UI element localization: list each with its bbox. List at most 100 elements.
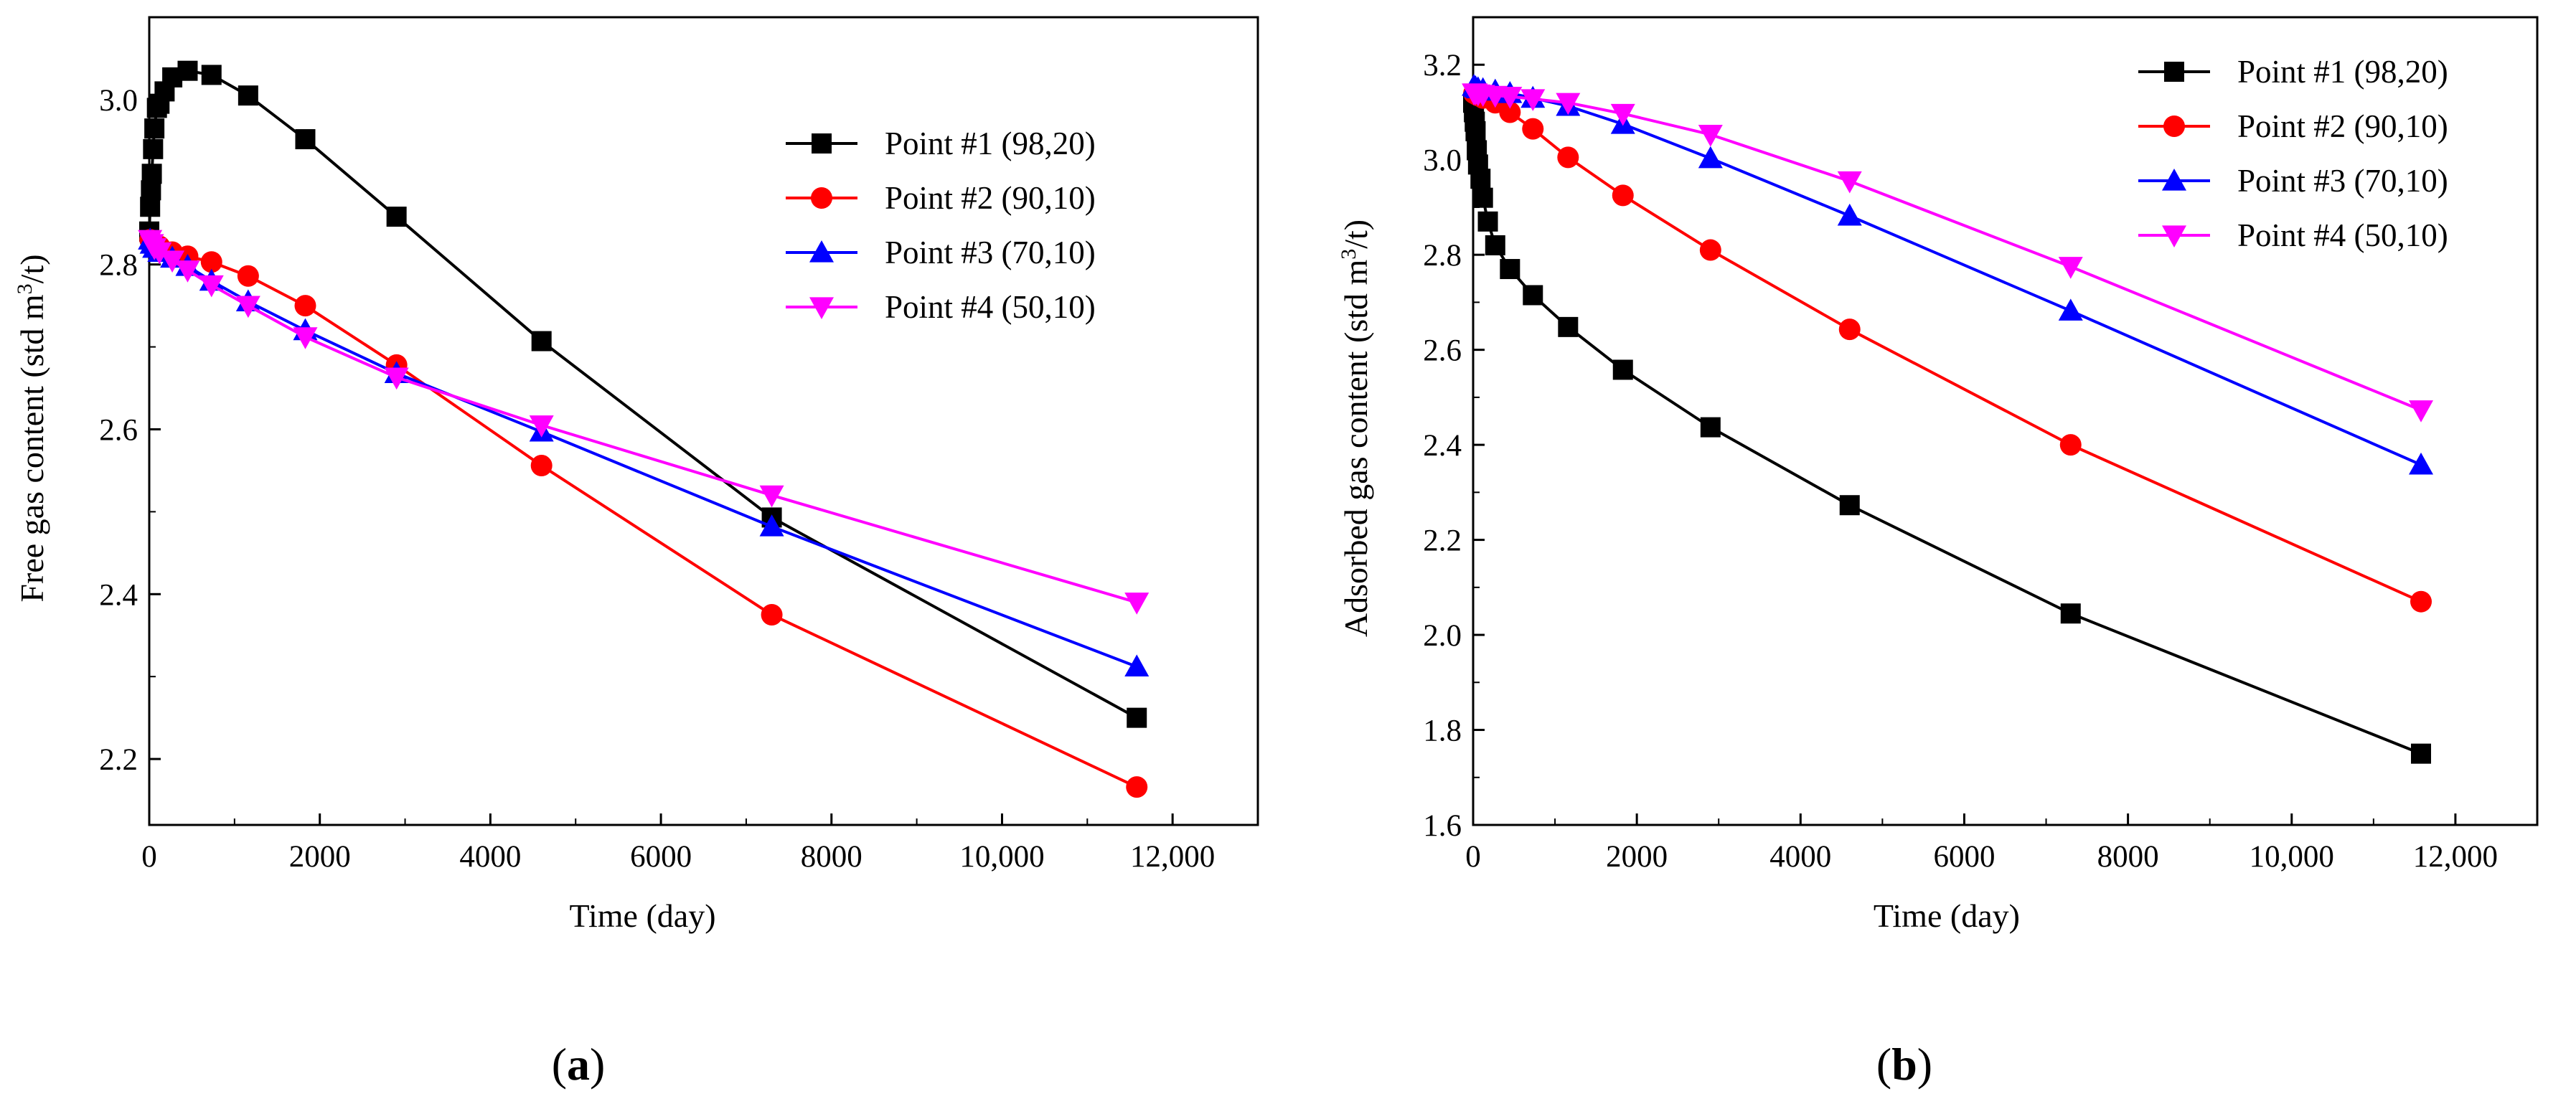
data-point-triangle-down-marker bbox=[1498, 87, 1523, 109]
data-point-triangle-down-marker bbox=[1556, 93, 1581, 115]
legend-label: Point #4 (50,10) bbox=[885, 289, 1096, 325]
data-point-circle-marker bbox=[530, 455, 553, 477]
data-point-triangle-up-marker bbox=[809, 240, 834, 263]
data-point-circle-marker bbox=[1838, 318, 1861, 341]
data-point-circle-marker bbox=[1612, 184, 1634, 207]
panel-label-open-paren: ( bbox=[552, 1039, 567, 1090]
y-axis-title-main: Adsorbed gas content (std m bbox=[1338, 260, 1374, 638]
data-point-circle-marker bbox=[237, 265, 259, 287]
plot-frame bbox=[1472, 16, 2539, 826]
data-point-circle-marker bbox=[761, 604, 783, 626]
data-point-triangle-down-marker bbox=[759, 485, 784, 508]
legend-label: Point #2 (90,10) bbox=[2237, 108, 2448, 144]
data-point-circle-marker bbox=[2059, 434, 2082, 456]
x-axis-title: Time (day) bbox=[1874, 897, 2020, 934]
x-tick-label: 6000 bbox=[630, 840, 692, 874]
data-point-triangle-up-marker bbox=[2162, 169, 2186, 191]
data-point-square-marker bbox=[812, 133, 832, 154]
data-point-triangle-down-marker bbox=[809, 297, 834, 319]
data-point-triangle-down-marker bbox=[1610, 103, 1635, 126]
data-point-square-marker bbox=[531, 331, 552, 351]
data-point-triangle-down-marker bbox=[529, 415, 554, 438]
series-1 bbox=[1463, 93, 2432, 764]
y-tick-label: 3.2 bbox=[1423, 49, 1462, 82]
data-point-triangle-up-marker bbox=[2409, 452, 2434, 475]
data-point-circle-marker bbox=[2410, 590, 2432, 613]
legend-label: Point #2 (90,10) bbox=[885, 180, 1096, 216]
data-point-square-marker bbox=[141, 164, 162, 184]
data-point-triangle-down-marker bbox=[160, 250, 185, 273]
x-tick-label: 12,000 bbox=[2413, 840, 2498, 874]
panel-label-letter: b bbox=[1891, 1039, 1917, 1090]
y-axis-title-suffix: /t) bbox=[14, 254, 50, 283]
panel-label-a: (a) bbox=[552, 1039, 606, 1090]
data-point-triangle-up-marker bbox=[1124, 654, 1150, 676]
data-point-triangle-up-marker bbox=[2058, 298, 2083, 321]
panel-label-letter: a bbox=[567, 1039, 590, 1090]
data-point-circle-marker bbox=[200, 251, 222, 273]
data-point-triangle-down-marker bbox=[199, 275, 224, 298]
panel-label-b: (b) bbox=[1876, 1039, 1932, 1090]
data-point-triangle-down-marker bbox=[293, 327, 318, 349]
plot-area bbox=[138, 60, 1150, 798]
legend-label: Point #3 (70,10) bbox=[885, 235, 1096, 270]
y-tick-label: 1.8 bbox=[1423, 714, 1462, 748]
y-axis-title: Free gas content (std m3/t) bbox=[13, 254, 51, 602]
legend-label: Point #1 (98,20) bbox=[885, 126, 1096, 161]
data-point-triangle-down-marker bbox=[2162, 225, 2186, 247]
data-point-square-marker bbox=[386, 207, 407, 227]
data-point-triangle-down-marker bbox=[175, 260, 200, 283]
data-point-circle-marker bbox=[1699, 239, 1721, 261]
data-point-square-marker bbox=[1700, 417, 1721, 438]
data-point-square-marker bbox=[143, 138, 164, 159]
x-tick-label: 12,000 bbox=[1130, 840, 1215, 874]
legend-label: Point #3 (70,10) bbox=[2237, 163, 2448, 199]
chart-panel-b: 0 2000 4000 6000 8000 10,000 12,000 1.6 1.8 2.0 2.… bbox=[1337, 16, 2539, 934]
x-tick-label: 0 bbox=[1465, 840, 1481, 874]
x-tick-label: 8000 bbox=[2097, 840, 2159, 874]
series-4 bbox=[1462, 83, 2434, 423]
series-1 bbox=[139, 60, 1147, 728]
data-point-circle-marker bbox=[1522, 118, 1544, 140]
data-point-triangle-down-marker bbox=[1124, 593, 1150, 615]
data-point-square-marker bbox=[177, 60, 198, 81]
data-point-triangle-down-marker bbox=[1837, 171, 1862, 194]
data-point-square-marker bbox=[1612, 359, 1633, 380]
data-point-square-marker bbox=[295, 129, 316, 150]
x-tick-label: 2000 bbox=[289, 840, 351, 874]
data-point-triangle-down-marker bbox=[2409, 400, 2434, 423]
x-tick-label: 2000 bbox=[1606, 840, 1668, 874]
data-point-circle-marker bbox=[811, 187, 832, 209]
data-point-square-marker bbox=[2060, 603, 2081, 624]
panel-label-open-paren: ( bbox=[1876, 1039, 1891, 1090]
data-point-square-marker bbox=[1472, 187, 1493, 208]
data-point-triangle-down-marker bbox=[147, 242, 172, 265]
data-point-square-marker bbox=[1127, 707, 1147, 728]
data-point-square-marker bbox=[201, 65, 222, 85]
panel-label-close-paren: ) bbox=[590, 1039, 605, 1090]
y-axis-title: Adsorbed gas content (std m3/t) bbox=[1337, 220, 1375, 637]
y-tick-label: 2.6 bbox=[99, 413, 138, 447]
x-tick-label: 4000 bbox=[1769, 840, 1831, 874]
data-point-circle-marker bbox=[1126, 776, 1148, 798]
plot-area bbox=[1462, 74, 2434, 764]
x-tick-label: 0 bbox=[141, 840, 157, 874]
y-tick-label: 2.0 bbox=[1423, 619, 1462, 653]
data-point-circle-marker bbox=[1557, 146, 1579, 169]
data-point-triangle-up-marker bbox=[1837, 203, 1862, 226]
data-point-square-marker bbox=[238, 85, 258, 106]
x-tick-label: 10,000 bbox=[959, 840, 1044, 874]
data-point-triangle-down-marker bbox=[1520, 89, 1546, 111]
y-tick-label: 2.8 bbox=[99, 249, 138, 283]
data-point-triangle-down-marker bbox=[384, 367, 409, 390]
x-tick-label: 10,000 bbox=[2250, 840, 2334, 874]
data-point-square-marker bbox=[1523, 285, 1543, 306]
data-point-square-marker bbox=[1500, 259, 1520, 280]
data-point-square-marker bbox=[1477, 211, 1498, 232]
data-point-circle-marker bbox=[2163, 115, 2185, 137]
y-axis-title-suffix: /t) bbox=[1338, 220, 1374, 249]
data-point-circle-marker bbox=[1499, 101, 1521, 123]
legend-label: Point #4 (50,10) bbox=[2237, 217, 2448, 253]
